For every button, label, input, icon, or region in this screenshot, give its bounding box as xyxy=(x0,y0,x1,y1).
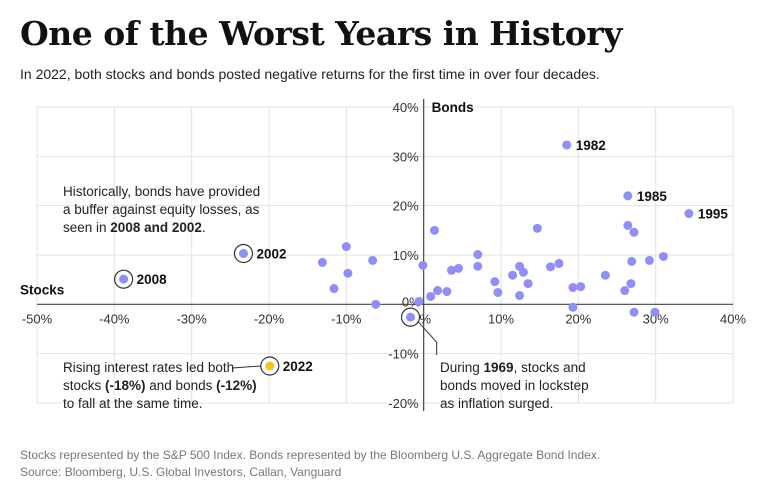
data-point xyxy=(629,307,639,317)
data-point xyxy=(650,307,660,317)
data-point xyxy=(576,282,586,292)
annotation-rates: Rising interest rates led both stocks (-… xyxy=(63,359,257,413)
annotation-bold: 1969 xyxy=(483,360,514,375)
data-point xyxy=(545,262,555,272)
data-point xyxy=(343,268,353,278)
x-tick-label: -50% xyxy=(22,311,53,326)
y-axis-label: Bonds xyxy=(432,100,474,115)
data-point xyxy=(644,255,654,265)
point-label: 1985 xyxy=(637,189,668,204)
y-tick-label: 10% xyxy=(393,248,419,263)
x-tick-label: 40% xyxy=(720,311,746,326)
annotation-text: seen in xyxy=(63,220,111,235)
x-tick-label: -10% xyxy=(331,311,362,326)
labeled-point xyxy=(406,312,416,322)
annotation-line: as inflation surged. xyxy=(440,396,554,411)
annotation-text: . xyxy=(201,220,206,235)
data-point xyxy=(341,242,351,252)
data-point xyxy=(429,225,439,235)
data-point xyxy=(418,260,428,270)
y-tick-label: -20% xyxy=(388,396,419,411)
chart-title: One of the Worst Years in History xyxy=(20,14,622,53)
data-point xyxy=(433,286,443,296)
data-point xyxy=(623,220,633,230)
labeled-point xyxy=(119,274,129,284)
annotation-text: and bonds xyxy=(145,378,217,393)
labeled-point xyxy=(623,191,633,201)
data-point xyxy=(629,227,639,237)
data-point xyxy=(442,287,452,297)
x-tick-label: -40% xyxy=(99,311,130,326)
x-tick-label: 10% xyxy=(488,311,514,326)
annotation-line: Historically, bonds have provided xyxy=(63,184,261,199)
y-tick-label: -10% xyxy=(388,347,419,362)
x-tick-label: 20% xyxy=(565,311,591,326)
data-point xyxy=(490,277,500,287)
labeled-point xyxy=(265,361,275,371)
data-point xyxy=(473,261,483,271)
chart-subtitle: In 2022, both stocks and bonds posted ne… xyxy=(20,66,600,82)
footer-source: Source: Bloomberg, U.S. Global Investors… xyxy=(20,465,342,479)
data-point xyxy=(568,283,578,293)
annotation-connector xyxy=(231,365,261,369)
point-label: 2002 xyxy=(256,247,286,262)
labeled-point xyxy=(238,249,248,259)
data-point xyxy=(518,267,528,277)
data-point xyxy=(532,223,542,233)
data-point xyxy=(626,279,636,289)
x-tick-label: -30% xyxy=(176,311,207,326)
data-point xyxy=(368,255,378,265)
x-tick-label: -20% xyxy=(254,311,285,326)
annotation-line: a buffer against equity losses, as xyxy=(63,202,260,217)
data-point xyxy=(414,296,424,306)
data-point xyxy=(447,265,457,275)
annotation-bold: (-12%) xyxy=(216,378,257,393)
data-point xyxy=(523,279,533,289)
data-point xyxy=(627,256,637,266)
data-point xyxy=(493,287,503,297)
data-point xyxy=(515,290,525,300)
data-point xyxy=(371,299,381,309)
annotation-buffer: Historically, bonds have provided a buff… xyxy=(63,183,260,237)
data-point xyxy=(568,302,578,312)
x-tick-label: 30% xyxy=(643,311,669,326)
annotation-text: During xyxy=(440,360,484,375)
x-axis-label: Stocks xyxy=(20,282,64,297)
annotation-lockstep: During 1969, stocks and bonds moved in l… xyxy=(440,359,589,413)
data-point xyxy=(453,263,463,273)
annotation-line: Rising interest rates led both xyxy=(63,360,235,375)
annotation-connector xyxy=(418,321,438,355)
labeled-point xyxy=(562,140,572,150)
point-label: 2022 xyxy=(283,359,313,374)
data-point xyxy=(658,251,668,261)
data-point xyxy=(426,291,436,301)
data-point xyxy=(329,284,339,294)
footer-note: Stocks represented by the S&P 500 Index.… xyxy=(20,448,601,462)
data-point xyxy=(554,258,564,268)
data-point xyxy=(473,250,483,260)
data-point xyxy=(508,270,518,280)
labeled-point xyxy=(684,209,694,219)
y-tick-label: 20% xyxy=(393,199,419,214)
point-label: 1995 xyxy=(698,207,729,222)
annotation-text: , stocks and xyxy=(513,360,586,375)
annotation-bold: 2008 and 2002 xyxy=(110,220,202,235)
annotation-line: to fall at the same time. xyxy=(63,396,203,411)
y-tick-label: 30% xyxy=(393,149,419,164)
point-label: 2008 xyxy=(137,272,168,287)
annotation-bold: (-18%) xyxy=(105,378,146,393)
y-tick-label: 40% xyxy=(393,100,419,115)
point-label: 1982 xyxy=(576,138,606,153)
annotation-text: stocks xyxy=(63,378,106,393)
data-point xyxy=(620,286,630,296)
annotation-line: bonds moved in lockstep xyxy=(440,378,589,393)
data-point xyxy=(317,257,327,267)
data-point xyxy=(600,270,610,280)
